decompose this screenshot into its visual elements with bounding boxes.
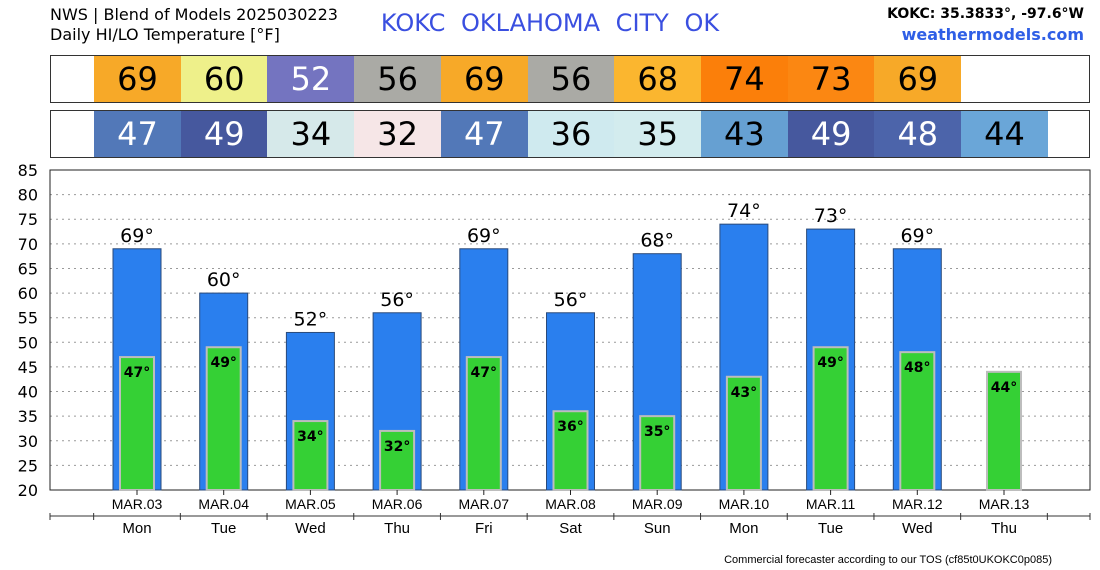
high-band-cell-9: 69 [874,56,962,102]
weekday-label: Mon [729,520,758,537]
footer-note: Commercial forecaster according to our T… [724,554,1052,566]
low-bar [292,420,329,492]
low-bar [812,346,849,491]
low-bar-label: 47° [124,365,150,381]
high-bar-label: 68° [640,230,674,252]
weekday-label: Fri [475,520,493,537]
low-band-cell-9: 48 [874,111,962,157]
high-band-cell-7: 74 [700,56,788,102]
high-bar-label: 52° [294,308,328,330]
y-tick-label: 80 [18,186,38,205]
x-tick-label: MAR.05 [285,496,336,512]
low-bar [465,356,502,492]
low-band-cell-6: 35 [614,111,702,157]
y-tick-label: 45 [18,358,38,377]
low-band-cell-7: 43 [700,111,788,157]
low-bar [986,370,1022,492]
station-name: KOKC OKLAHOMA CITY OK [380,9,720,37]
weekday-label: Thu [384,520,410,537]
high-bar-label: 69° [467,225,501,247]
low-bar [899,351,936,491]
weekday-label: Mon [122,520,151,537]
weekday-label: Sun [644,520,671,537]
low-bar [725,375,762,491]
low-band-cell-8: 49 [787,111,875,157]
weekday-label: Sat [559,520,582,537]
low-bar-label: 43° [731,385,757,401]
low-band-cell-5: 36 [527,111,615,157]
high-bar-label: 69° [900,225,934,247]
y-tick-label: 25 [18,456,38,475]
weekday-label: Tue [211,520,236,537]
high-bar-label: 74° [727,200,761,222]
y-tick-label: 75 [18,210,38,229]
y-tick-label: 60 [18,284,38,303]
low-band-cell-2: 34 [267,111,355,157]
high-bar-label: 69° [120,225,154,247]
high-band-cell-2: 52 [267,56,355,102]
x-tick-label: MAR.08 [545,496,596,512]
y-tick-label: 65 [18,259,38,278]
x-tick-label: MAR.04 [198,496,249,512]
weekday-label: Thu [991,520,1017,537]
low-bar-label: 44° [991,380,1017,396]
high-bar-label: 56° [554,289,588,311]
low-band-cell-0: 47 [94,111,181,157]
chart-subtitle: Daily HI/LO Temperature [°F] [50,25,280,44]
high-bar-label: 73° [814,205,848,227]
x-tick-label: MAR.12 [892,496,943,512]
station-coordinates: KOKC: 35.3833°, -97.6°W [887,6,1084,22]
high-band-cell-4: 69 [440,56,528,102]
low-band-cell-10: 44 [961,111,1048,157]
y-tick-label: 30 [18,432,38,451]
high-bar-label: 56° [380,289,414,311]
x-tick-label: MAR.11 [806,496,856,512]
low-bar-label: 34° [297,429,323,445]
y-tick-label: 20 [18,481,38,500]
x-tick-label: MAR.07 [459,496,510,512]
low-bar-label: 47° [471,365,497,381]
y-tick-label: 40 [18,383,38,402]
y-tick-label: 35 [18,407,38,426]
x-tick-label: MAR.10 [719,496,770,512]
y-tick-label: 50 [18,333,38,352]
x-tick-label: MAR.09 [632,496,683,512]
low-bar-label: 35° [644,424,670,440]
low-bar [205,346,242,491]
low-bar-label: 49° [210,355,236,371]
low-bar-label: 32° [384,439,410,455]
high-band-cell-8: 73 [787,56,875,102]
y-tick-label: 85 [18,161,38,180]
x-tick-label: MAR.03 [112,496,163,512]
weekday-label: Wed [902,520,933,537]
low-band-cell-1: 49 [180,111,268,157]
high-band-cell-5: 56 [527,56,615,102]
low-band-cell-4: 47 [440,111,528,157]
weekday-label: Wed [295,520,326,537]
high-temperature-band: 69 60 52 56 69 56 68 74 73 69 [50,55,1090,103]
low-bar-label: 49° [817,355,843,371]
high-band-cell-1: 60 [180,56,268,102]
low-bar-label: 48° [904,360,930,376]
site-link[interactable]: weathermodels.com [901,25,1084,44]
high-band-cell-0: 69 [94,56,181,102]
low-temperature-band: 47 49 34 32 47 36 35 43 49 48 44 [50,110,1090,158]
low-bar [119,356,155,492]
high-bar-label: 60° [207,269,241,291]
y-tick-label: 55 [18,309,38,328]
high-band-cell-6: 68 [614,56,702,102]
x-tick-label: MAR.13 [979,496,1030,512]
chart-title: NWS | Blend of Models 2025030223 [50,5,338,24]
low-bar-label: 36° [557,419,583,435]
low-band-cell-3: 32 [354,111,442,157]
weekday-label: Tue [818,520,843,537]
high-band-cell-3: 56 [354,56,442,102]
x-tick-label: MAR.06 [372,496,423,512]
y-tick-label: 70 [18,235,38,254]
